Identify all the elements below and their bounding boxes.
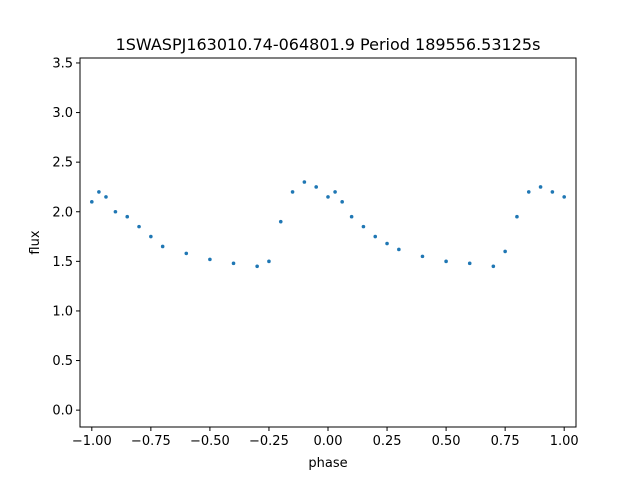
x-tick-label: −1.00 <box>72 434 112 449</box>
y-axis-ticks: 0.0 0.5 1.0 1.5 2.0 2.5 3.0 3.5 <box>52 56 80 419</box>
data-point <box>503 249 507 254</box>
x-tick-label: 0.00 <box>314 434 343 449</box>
y-tick-label: 2.5 <box>52 156 73 171</box>
data-point <box>255 264 259 269</box>
data-points-layer <box>90 180 566 269</box>
data-point <box>420 254 425 259</box>
x-axis-ticks: −1.00 −0.75 −0.50 −0.25 0.00 0.25 0.50 0.75 1.00 <box>72 427 579 449</box>
data-point <box>340 200 344 204</box>
data-point <box>267 259 271 264</box>
x-tick-label: −0.50 <box>190 434 230 449</box>
data-point <box>491 264 496 269</box>
x-axis-label: phase <box>308 456 347 471</box>
data-point <box>373 234 378 239</box>
data-point <box>231 261 236 266</box>
data-point <box>562 195 566 199</box>
chart-title: 1SWASPJ163010.74-064801.9 Period 189556.… <box>116 35 541 54</box>
y-tick-label: 3.0 <box>52 106 73 121</box>
data-point <box>333 190 337 194</box>
x-tick-label: −0.25 <box>249 434 289 449</box>
data-point <box>125 214 130 219</box>
data-point <box>302 180 307 184</box>
data-point <box>278 219 283 224</box>
y-tick-label: 3.5 <box>52 56 73 71</box>
data-point <box>104 195 108 199</box>
data-point <box>361 224 366 229</box>
data-point <box>137 224 141 229</box>
data-point <box>526 190 531 194</box>
data-point <box>113 209 118 214</box>
data-point <box>184 251 189 256</box>
data-point <box>208 257 212 262</box>
data-point <box>538 185 543 189</box>
data-point <box>97 190 101 194</box>
x-tick-label: 0.75 <box>491 434 520 449</box>
data-point <box>385 241 389 246</box>
y-axis-label: flux <box>28 230 43 254</box>
y-tick-label: 0.0 <box>52 404 73 419</box>
data-point <box>314 185 318 189</box>
data-point <box>467 261 472 266</box>
x-tick-label: 0.50 <box>432 434 461 449</box>
y-tick-label: 1.5 <box>52 255 73 270</box>
data-point <box>349 214 354 219</box>
x-tick-label: −0.75 <box>131 434 171 449</box>
data-point <box>90 200 94 204</box>
data-point <box>290 190 295 194</box>
data-point <box>397 247 401 252</box>
data-point <box>160 244 165 249</box>
data-point <box>149 234 153 239</box>
y-tick-label: 2.0 <box>52 205 73 220</box>
data-point <box>550 190 555 194</box>
x-tick-label: 1.00 <box>550 434 579 449</box>
y-tick-label: 0.5 <box>52 354 73 369</box>
x-tick-label: 0.25 <box>373 434 402 449</box>
data-point <box>515 214 519 219</box>
y-tick-label: 1.0 <box>52 304 73 319</box>
data-point <box>326 195 330 199</box>
data-point <box>444 259 448 264</box>
